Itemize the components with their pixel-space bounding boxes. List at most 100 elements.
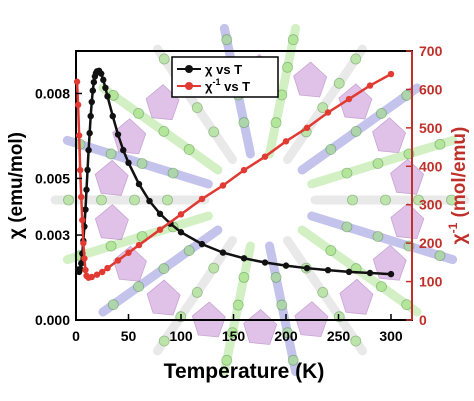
crystal-atom (276, 299, 288, 311)
point-chi-inverse (73, 78, 81, 85)
crystal-polyhedron (390, 158, 425, 195)
crystal-atom (129, 194, 140, 206)
crystal-atom (434, 250, 446, 262)
point-chi-inverse (240, 166, 248, 174)
legend-label-chi: χ vs T (205, 62, 242, 77)
point-chi-inverse (77, 166, 84, 174)
crystal-atom (350, 126, 362, 137)
crystal-polyhedron (146, 279, 181, 316)
point-chi (82, 206, 89, 213)
legend-box (171, 56, 279, 98)
crystal-atom (158, 126, 170, 137)
y-left-tick-label: 0.008 (35, 85, 70, 101)
point-chi (125, 159, 132, 167)
crystal-atom (446, 194, 457, 206)
point-chi-inverse (156, 226, 164, 233)
crystal-atom (380, 194, 391, 206)
crystal-atom (208, 262, 220, 274)
point-chi-inverse (366, 82, 374, 89)
crystal-polyhedron (94, 159, 129, 196)
y-left-tick-label: 0.000 (35, 312, 70, 328)
point-chi-inverse (387, 70, 395, 78)
point-chi-inverse (78, 193, 85, 201)
legend-marker-chi (185, 65, 193, 73)
point-chi (89, 87, 97, 94)
axis-layer: 0 50 100 150 200 250 300 0.000 0.003 0.005 0.008 0 1… (35, 43, 443, 344)
point-chi (84, 166, 91, 174)
point-chi-inverse (198, 195, 206, 203)
crystal-atom (221, 354, 233, 366)
line-chi-inverse (75, 72, 392, 280)
point-chi-inverse (125, 249, 132, 256)
crystal-atom (287, 34, 299, 46)
crystal-polyhedron (338, 83, 373, 120)
point-chi (387, 270, 395, 278)
crystal-atom (270, 272, 282, 283)
crystal-atom (133, 281, 144, 292)
crystal-polyhedron (243, 308, 278, 345)
crystal-polyhedron (372, 244, 407, 281)
point-chi (120, 146, 127, 154)
crystal-atom (350, 53, 362, 65)
crystal-atom (325, 144, 337, 155)
point-chi-inverse (303, 124, 311, 132)
x-tick-label: 200 (274, 328, 298, 344)
point-chi (98, 70, 105, 77)
y-right-tick-label: 200 (419, 235, 443, 251)
point-chi-inverse (93, 271, 101, 278)
point-chi (177, 229, 185, 236)
y-right-tick-label: 500 (419, 120, 443, 136)
point-chi-inverse (324, 109, 332, 116)
crystal-atom (105, 148, 117, 160)
y-right-tick-label: 400 (419, 158, 443, 174)
point-chi-inverse (79, 216, 86, 224)
y-right-tick-label: 700 (419, 43, 443, 59)
point-chi-inverse (135, 241, 143, 249)
point-chi (83, 186, 90, 193)
y-left-axis-title: χ (emu/mol) (6, 132, 27, 239)
point-chi-inverse (114, 257, 122, 264)
crystal-atom (63, 194, 74, 206)
point-chi-inverse (99, 268, 106, 276)
crystal-atom (333, 77, 345, 89)
crystal-atom (325, 245, 337, 256)
x-axis-title: Temperature (K) (164, 360, 325, 383)
point-chi (345, 268, 353, 276)
legend: χ vs T χ-1 vs T (171, 56, 279, 98)
x-tick-label: 50 (121, 328, 137, 344)
x-tick-label: 300 (379, 328, 403, 344)
point-chi (146, 197, 153, 205)
crystal-atom (158, 53, 170, 65)
crystal-atom (401, 89, 413, 101)
point-chi (135, 180, 143, 188)
crystal-atom (136, 158, 148, 169)
y-right-tick-label: 0 (419, 312, 427, 328)
crystal-atom (167, 167, 179, 179)
point-chi (240, 255, 248, 262)
crystal-atom (376, 281, 387, 292)
crystal-atom (372, 158, 384, 169)
point-chi-inverse (80, 239, 87, 247)
point-chi (109, 112, 116, 120)
crystal-atom (221, 34, 233, 46)
crystal-atom (183, 144, 195, 155)
point-chi (114, 131, 122, 138)
crystal-polyhedron (94, 204, 129, 241)
crystal-atom (183, 245, 195, 256)
y-left-tick-label: 0.003 (35, 227, 70, 243)
crystal-polyhedron (293, 61, 328, 98)
point-chi (303, 264, 311, 272)
x-tick-label: 0 (72, 328, 80, 344)
y-left-tick-label: 0.005 (35, 170, 70, 186)
crystal-polyhedron (390, 203, 425, 240)
crystal-atom (282, 61, 293, 73)
crystal-atom (317, 102, 329, 114)
crystal-atom (434, 138, 446, 150)
crystal-atom (401, 299, 413, 311)
crystal-atom (208, 126, 220, 138)
crystal-atom (105, 240, 117, 252)
point-chi (102, 84, 109, 92)
crystal-polyhedron (339, 278, 374, 315)
point-chi (104, 93, 111, 100)
